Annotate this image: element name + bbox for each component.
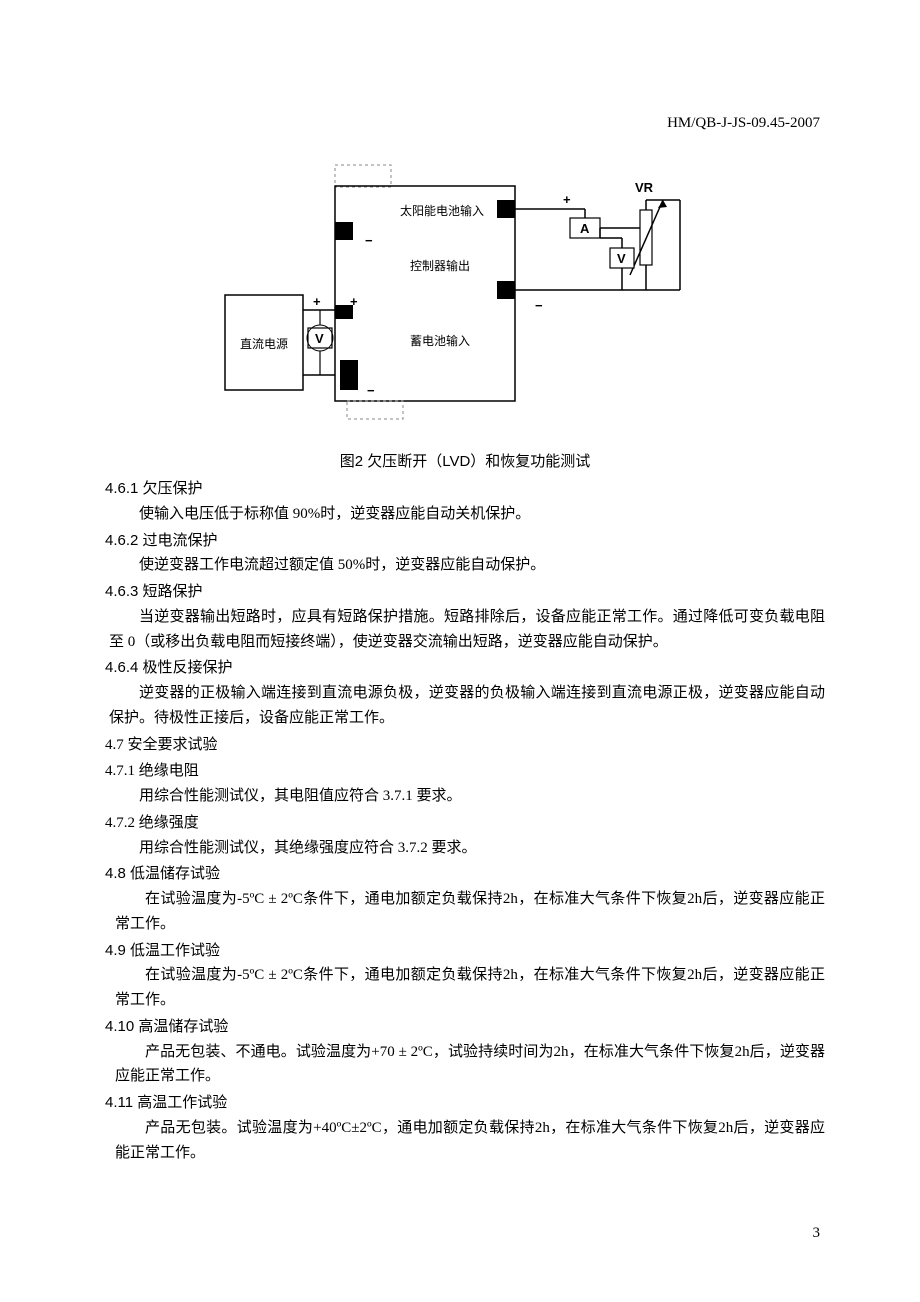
section-body: 产品无包装。试验温度为+40ºC±2ºC，通电加额定负载保持2h，在标准大气条件… [115, 1116, 825, 1166]
svg-text:A: A [580, 221, 590, 236]
section-heading: 4.11 高温工作试验 [105, 1091, 825, 1116]
figure-caption: 图2 欠压断开（LVD）和恢复功能测试 [105, 450, 825, 471]
svg-text:−: − [365, 233, 373, 248]
section-body: 在试验温度为-5ºC ± 2ºC条件下，通电加额定负载保持2h，在标准大气条件下… [115, 963, 825, 1013]
section-body: 使输入电压低于标称值 90%时，逆变器应能自动关机保护。 [109, 502, 825, 527]
page-number: 3 [813, 1225, 821, 1242]
svg-text:−: − [535, 298, 543, 313]
section-body: 使逆变器工作电流超过额定值 50%时，逆变器应能自动保护。 [109, 553, 825, 578]
section-body: 在试验温度为-5ºC ± 2ºC条件下，通电加额定负载保持2h，在标准大气条件下… [115, 887, 825, 937]
section-body: 逆变器的正极输入端连接到直流电源负极，逆变器的负极输入端连接到直流电源正极，逆变… [109, 681, 825, 731]
circuit-diagram: 太阳能电池输入 − + A VR V − 控制器输出 [215, 160, 715, 440]
svg-text:太阳能电池输入: 太阳能电池输入 [400, 203, 484, 218]
section-body: 当逆变器输出短路时，应具有短路保护措施。短路排除后，设备应能正常工作。通过降低可… [109, 605, 825, 655]
section-heading: 4.7.1 绝缘电阻 [105, 759, 825, 784]
section-heading: 4.7 安全要求试验 [105, 733, 825, 758]
section-heading: 4.6.4 极性反接保护 [105, 656, 825, 681]
document-code: HM/QB-J-JS-09.45-2007 [667, 115, 820, 132]
svg-text:+: + [563, 192, 571, 207]
section-heading: 4.8 低温储存试验 [105, 862, 825, 887]
section-body: 用综合性能测试仪，其绝缘强度应符合 3.7.2 要求。 [109, 836, 825, 861]
section-body: 用综合性能测试仪，其电阻值应符合 3.7.1 要求。 [109, 784, 825, 809]
section-heading: 4.7.2 绝缘强度 [105, 811, 825, 836]
section-heading: 4.6.2 过电流保护 [105, 529, 825, 554]
section-heading: 4.10 高温储存试验 [105, 1015, 825, 1040]
svg-text:V: V [617, 251, 626, 266]
document-body: 4.6.1 欠压保护使输入电压低于标称值 90%时，逆变器应能自动关机保护。4.… [105, 477, 825, 1165]
svg-text:−: − [367, 383, 375, 398]
svg-text:直流电源: 直流电源 [240, 337, 288, 351]
svg-text:控制器输出: 控制器输出 [410, 258, 470, 273]
section-heading: 4.9 低温工作试验 [105, 939, 825, 964]
svg-text:V: V [315, 331, 324, 346]
section-body: 产品无包装、不通电。试验温度为+70 ± 2ºC，试验持续时间为2h，在标准大气… [115, 1040, 825, 1090]
section-heading: 4.6.1 欠压保护 [105, 477, 825, 502]
svg-text:+: + [313, 294, 321, 309]
section-heading: 4.6.3 短路保护 [105, 580, 825, 605]
svg-text:VR: VR [635, 180, 654, 195]
svg-text:蓄电池输入: 蓄电池输入 [410, 333, 470, 348]
